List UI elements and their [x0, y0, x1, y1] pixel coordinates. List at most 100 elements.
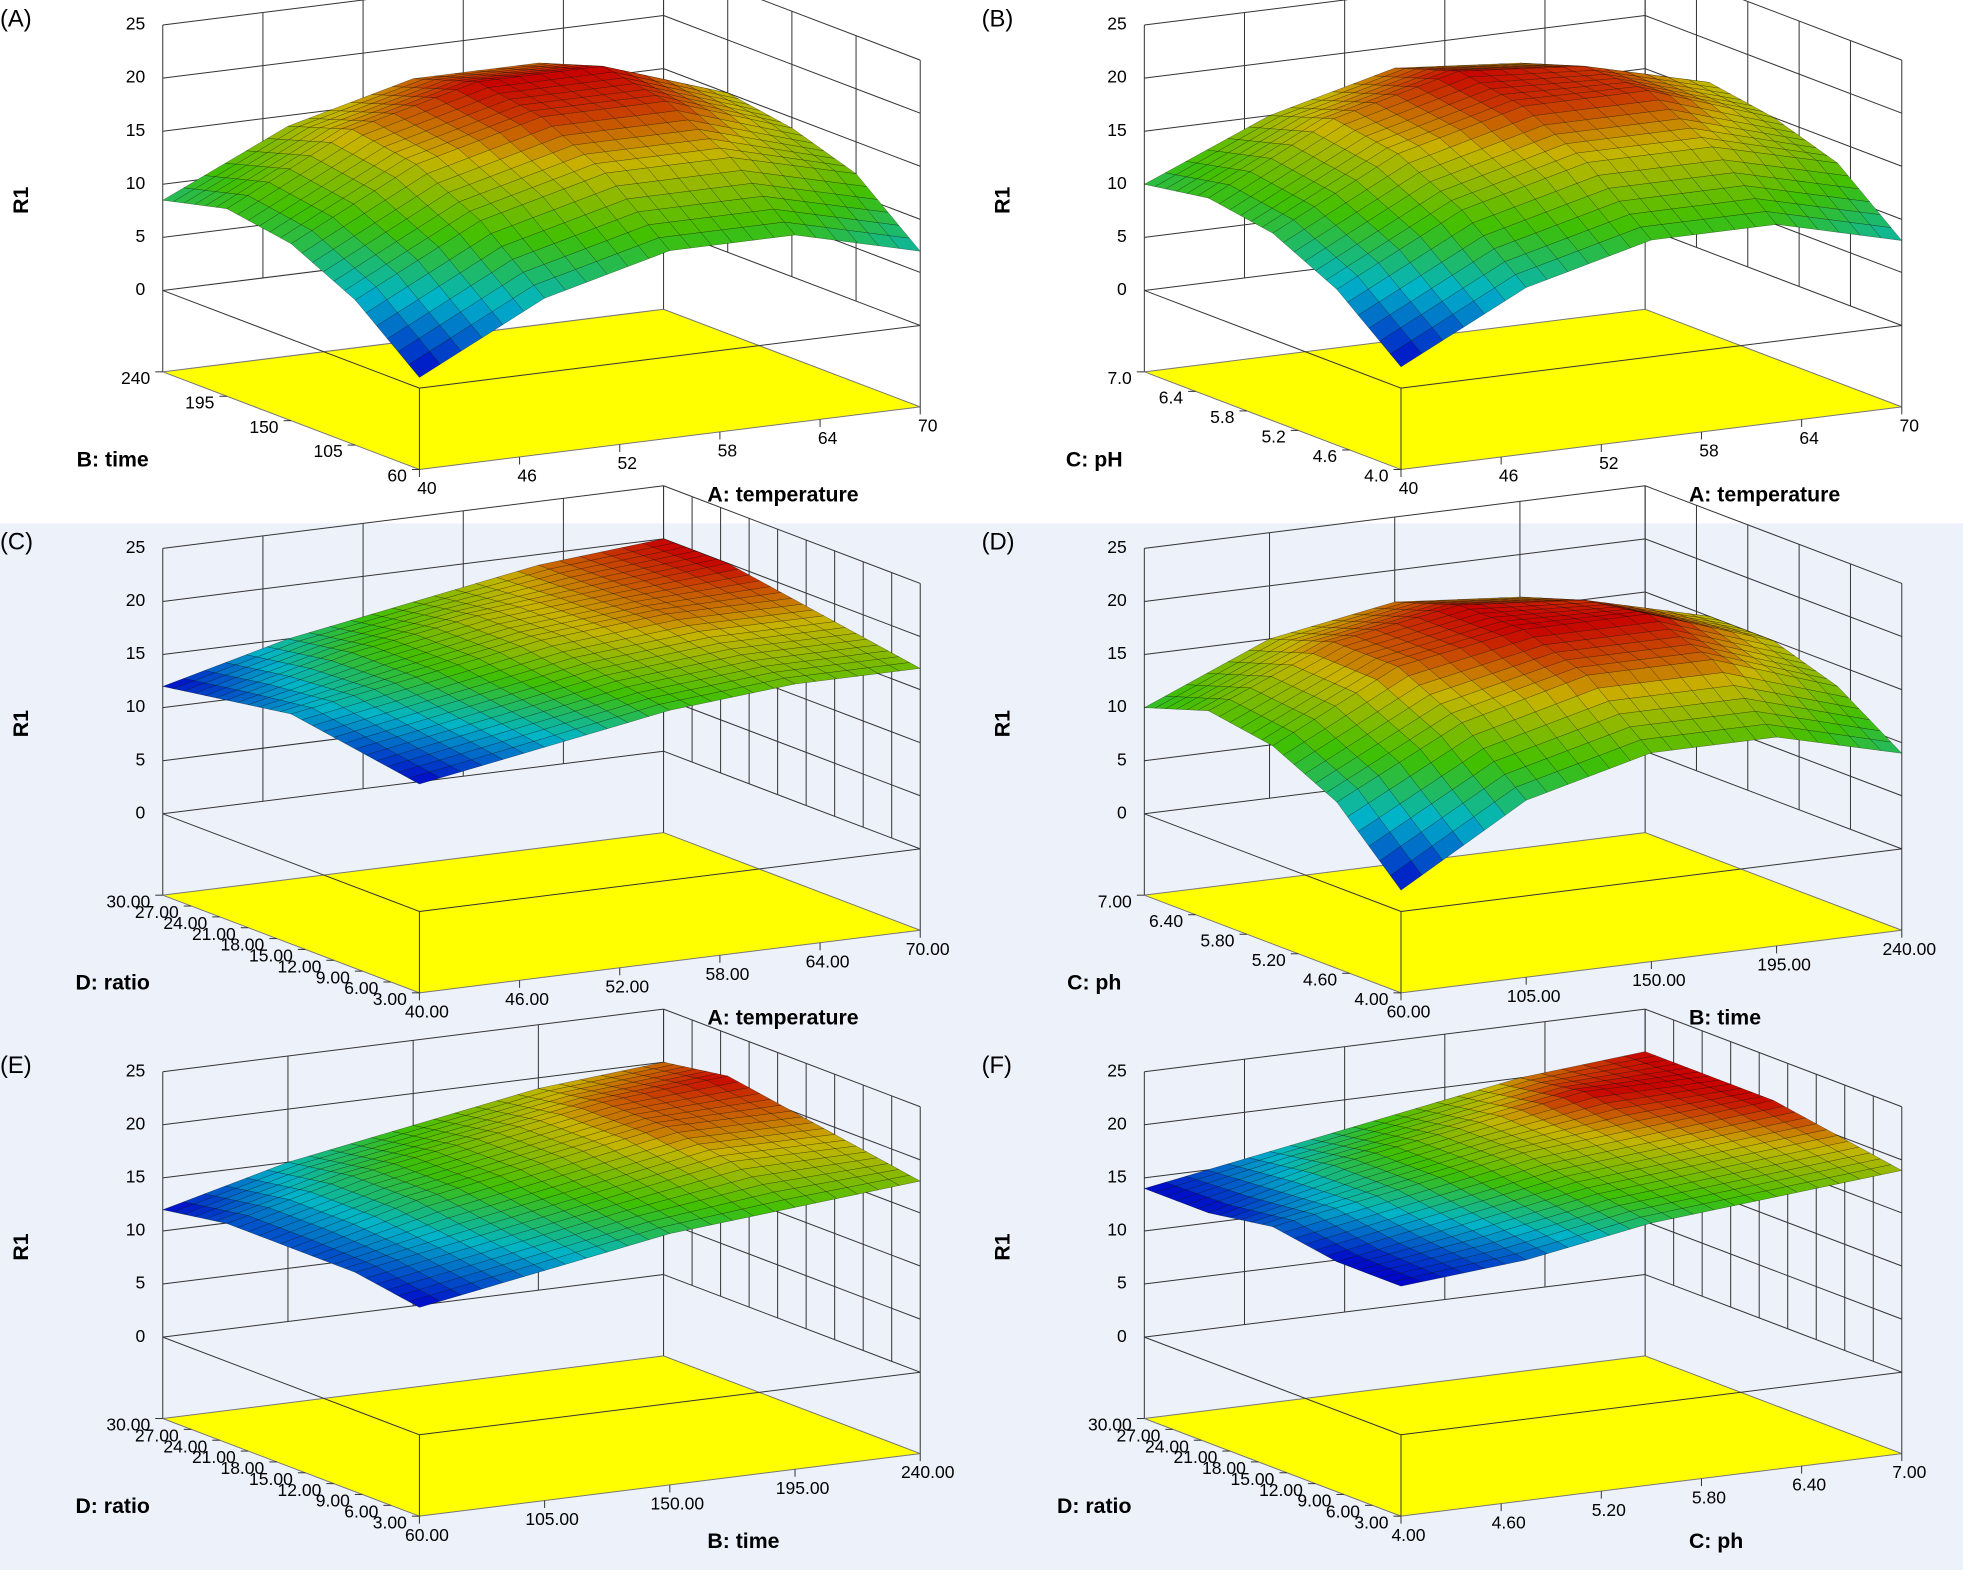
panel: (C) 0 5 10 15 20 25 40.00 46.00 52.00 58.00 64.00 70… [0, 485, 982, 1047]
box-edge [1400, 1371, 1902, 1436]
z-tick-label: 15 [1107, 643, 1126, 663]
y-tick-label: 240 [121, 368, 150, 388]
y-tick-label: 6.4 [1159, 388, 1184, 408]
panel: (D) 0 5 10 15 20 25 60.00 105.00 150.00 195.00 240.… [981, 485, 1963, 1047]
grid-line [1144, 1008, 1646, 1073]
z-tick-label: 0 [135, 802, 145, 822]
grid-line [162, 538, 664, 602]
y-tick-label: 30.00 [106, 1415, 150, 1435]
z-axis-label: R1 [991, 187, 1015, 214]
y-tick-label: 4.6 [1313, 446, 1337, 466]
x-tick-label: 46 [1499, 466, 1518, 486]
z-tick-label: 10 [1107, 173, 1127, 193]
y-axis-label: D: ratio [75, 1494, 149, 1518]
y-axis-label: D: ratio [1057, 1494, 1131, 1518]
grid-line [162, 485, 664, 549]
x-tick-label: 64 [818, 428, 838, 448]
z-tick-label: 0 [1117, 802, 1127, 822]
y-tick-label: 6.00 [344, 978, 378, 998]
panel-label: (A) [0, 5, 32, 32]
y-tick-label: 12.00 [278, 956, 322, 976]
x-tick-label: 64 [1799, 428, 1819, 448]
surface [1143, 1051, 1903, 1287]
grid-line [1644, 1008, 1902, 1108]
z-tick-label: 20 [126, 590, 146, 610]
panel-label: (E) [0, 1052, 32, 1079]
x-axis-label: A: temperature [1689, 482, 1840, 506]
y-tick-label: 150 [249, 417, 278, 437]
y-tick-label: 4.60 [1303, 969, 1337, 989]
x-tick-label: 5.20 [1592, 1500, 1626, 1520]
x-tick-label: 60.00 [405, 1525, 449, 1545]
z-axis-label: R1 [9, 187, 33, 214]
y-tick-label: 9.00 [316, 1491, 350, 1511]
z-axis-label: R1 [9, 710, 33, 737]
grid-line [1644, 538, 1902, 637]
x-tick-label: 40 [417, 478, 437, 498]
x-tick-label: 195.00 [1757, 955, 1811, 975]
x-tick-label: 64.00 [806, 951, 850, 971]
box-edge [1144, 1336, 1402, 1436]
y-axis-label: D: ratio [75, 971, 149, 995]
grid-line [162, 15, 664, 79]
box-edge [162, 1336, 420, 1436]
y-tick-label: 60 [387, 466, 407, 486]
x-tick-label: 52 [618, 453, 637, 473]
box-edge [1400, 325, 1902, 389]
y-tick-label: 21.00 [192, 1447, 236, 1467]
x-tick-label: 5.80 [1692, 1487, 1726, 1507]
y-tick-label: 18.00 [220, 935, 264, 955]
surface-patch [408, 771, 441, 785]
x-tick-label: 7.00 [1892, 1462, 1926, 1482]
y-tick-label: 27.00 [1116, 1426, 1160, 1446]
y-tick-label: 27.00 [135, 902, 179, 922]
x-tick-label: 105.00 [1507, 986, 1561, 1006]
z-tick-label: 5 [135, 1273, 145, 1293]
surface-patch [1389, 1277, 1423, 1287]
y-tick-label: 15.00 [1231, 1469, 1275, 1489]
z-tick-label: 20 [1107, 67, 1127, 87]
z-tick-label: 20 [1107, 1113, 1127, 1133]
panel: (E) 0 5 10 15 20 25 60.00 105.00 150.00 195.00 240.… [0, 1008, 982, 1571]
z-tick-label: 25 [126, 14, 145, 34]
y-tick-label: 30.00 [1088, 1415, 1132, 1435]
z-tick-label: 10 [126, 696, 146, 716]
surface [1143, 596, 1903, 891]
x-tick-label: 52.00 [605, 976, 649, 996]
z-tick-label: 25 [1107, 14, 1126, 34]
z-tick-label: 5 [135, 226, 145, 246]
z-tick-label: 10 [126, 173, 146, 193]
x-tick-label: 105.00 [525, 1509, 579, 1529]
y-tick-label: 21.00 [1174, 1447, 1218, 1467]
y-tick-label: 3.00 [373, 1512, 407, 1532]
y-tick-label: 12.00 [1259, 1480, 1303, 1500]
x-tick-label: 70 [1900, 416, 1920, 436]
box-edge [162, 813, 420, 912]
y-axis-label: B: time [77, 447, 149, 471]
box-edge [1144, 813, 1402, 912]
z-tick-label: 15 [1107, 1167, 1126, 1187]
box-edge [1400, 848, 1902, 912]
y-tick-label: 5.80 [1200, 930, 1234, 950]
x-tick-label: 46.00 [505, 989, 549, 1009]
grid-line [663, 485, 921, 584]
y-tick-label: 24.00 [1145, 1436, 1189, 1456]
y-tick-label: 15.00 [249, 946, 293, 966]
z-tick-label: 15 [1107, 120, 1126, 140]
z-tick-label: 10 [1107, 696, 1127, 716]
z-tick-label: 15 [126, 120, 145, 140]
x-tick-label: 4.60 [1492, 1512, 1526, 1532]
z-tick-label: 5 [135, 749, 145, 769]
panel-label: (B) [982, 5, 1014, 32]
grid-line [663, 1274, 921, 1373]
x-tick-label: 40 [1399, 478, 1419, 498]
z-tick-label: 10 [126, 1220, 146, 1240]
y-tick-label: 12.00 [278, 1480, 322, 1500]
x-tick-label: 195.00 [776, 1478, 830, 1498]
surface-patch [408, 351, 441, 378]
z-tick-label: 25 [1107, 537, 1126, 557]
grid-line [1144, 15, 1646, 79]
